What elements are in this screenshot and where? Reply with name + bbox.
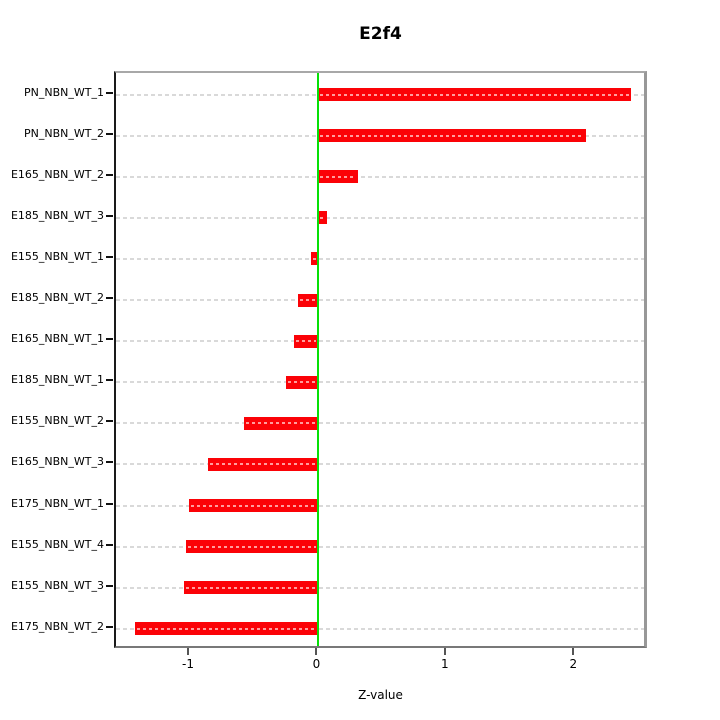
y-tick-mark bbox=[106, 132, 113, 135]
bar-inner-dash bbox=[188, 545, 317, 548]
x-axis-title: Z-value bbox=[358, 688, 403, 702]
bar-pn_nbn_wt_2 bbox=[318, 129, 586, 143]
bar-inner-dash bbox=[320, 93, 629, 96]
bar-e175_nbn_wt_1 bbox=[188, 499, 319, 512]
y-tick-mark bbox=[106, 338, 113, 341]
gridline bbox=[116, 381, 644, 384]
y-axis-label: E185_NBN_WT_1 bbox=[10, 373, 104, 387]
gridline bbox=[116, 257, 644, 260]
y-axis-label: E155_NBN_WT_1 bbox=[10, 249, 104, 263]
x-tick-mark bbox=[572, 648, 575, 655]
x-tick-label: 1 bbox=[441, 657, 449, 671]
bar-e165_nbn_wt_3 bbox=[207, 457, 319, 471]
gridline bbox=[116, 175, 644, 178]
bar-inner-dash bbox=[245, 422, 317, 425]
chart-title: E2f4 bbox=[359, 24, 402, 44]
gridline bbox=[116, 545, 644, 548]
bar-e155_nbn_wt_1 bbox=[310, 252, 319, 266]
y-axis-label: PN_NBN_WT_2 bbox=[24, 126, 104, 140]
bar-pn_nbn_wt_1 bbox=[318, 88, 631, 101]
bar-e185_nbn_wt_1 bbox=[286, 375, 319, 389]
bar-inner-dash bbox=[299, 299, 317, 301]
x-tick-mark bbox=[443, 648, 446, 655]
bar-inner-dash bbox=[185, 586, 317, 589]
bar-e155_nbn_wt_4 bbox=[186, 540, 319, 554]
y-axis-label: E165_NBN_WT_1 bbox=[10, 332, 104, 346]
bar-inner-dash bbox=[320, 216, 326, 219]
y-axis-label: E155_NBN_WT_2 bbox=[10, 414, 104, 428]
y-axis-label: E175_NBN_WT_1 bbox=[10, 496, 104, 510]
bar-e165_nbn_wt_1 bbox=[294, 334, 319, 348]
y-axis-label: PN_NBN_WT_1 bbox=[24, 85, 104, 99]
gridline bbox=[116, 216, 644, 219]
y-tick-mark bbox=[106, 297, 113, 299]
bar-inner-dash bbox=[136, 627, 317, 630]
gridline bbox=[116, 627, 644, 630]
y-tick-mark bbox=[106, 461, 113, 464]
y-tick-mark bbox=[106, 625, 113, 628]
y-tick-mark bbox=[106, 255, 113, 258]
bar-inner-dash bbox=[209, 463, 317, 466]
x-tick-label: -1 bbox=[181, 657, 194, 671]
bar-e185_nbn_wt_3 bbox=[318, 211, 328, 225]
y-axis-label: E175_NBN_WT_2 bbox=[10, 619, 104, 633]
y-tick-mark bbox=[106, 420, 113, 423]
y-tick-mark bbox=[106, 91, 113, 94]
y-axis-label: E155_NBN_WT_4 bbox=[10, 537, 104, 551]
bar-inner-dash bbox=[320, 175, 357, 178]
gridline bbox=[116, 299, 644, 301]
x-tick-mark bbox=[315, 648, 318, 655]
bar-inner-dash bbox=[190, 504, 317, 507]
bar-inner-dash bbox=[296, 340, 317, 343]
y-axis-label: E155_NBN_WT_3 bbox=[10, 578, 104, 592]
y-axis-label: E165_NBN_WT_2 bbox=[10, 167, 104, 181]
bar-inner-dash bbox=[320, 134, 584, 137]
y-axis-label: E165_NBN_WT_3 bbox=[10, 455, 104, 469]
bar-e155_nbn_wt_2 bbox=[243, 416, 319, 430]
x-tick-mark bbox=[186, 648, 189, 655]
gridline bbox=[116, 340, 644, 343]
bar-e165_nbn_wt_2 bbox=[318, 170, 359, 184]
bar-e185_nbn_wt_2 bbox=[297, 293, 319, 307]
y-tick-mark bbox=[106, 543, 113, 546]
zero-line bbox=[317, 73, 320, 646]
gridline bbox=[116, 463, 644, 466]
y-tick-mark bbox=[106, 502, 113, 505]
x-tick-label: 0 bbox=[312, 657, 321, 671]
y-tick-mark bbox=[106, 584, 113, 587]
bar-e155_nbn_wt_3 bbox=[183, 581, 319, 595]
bar-e175_nbn_wt_2 bbox=[134, 622, 319, 636]
gridline bbox=[116, 586, 644, 589]
plot-area bbox=[114, 71, 647, 648]
bar-inner-dash bbox=[288, 381, 317, 384]
bar-inner-dash bbox=[312, 257, 317, 260]
y-tick-mark bbox=[106, 214, 113, 217]
y-axis-label: E185_NBN_WT_3 bbox=[10, 208, 104, 222]
gridline bbox=[116, 504, 644, 507]
x-tick-label: 2 bbox=[569, 657, 578, 671]
y-tick-mark bbox=[106, 173, 113, 176]
y-axis-label: E185_NBN_WT_2 bbox=[10, 291, 104, 304]
gridline bbox=[116, 422, 644, 425]
y-tick-mark bbox=[106, 379, 113, 382]
